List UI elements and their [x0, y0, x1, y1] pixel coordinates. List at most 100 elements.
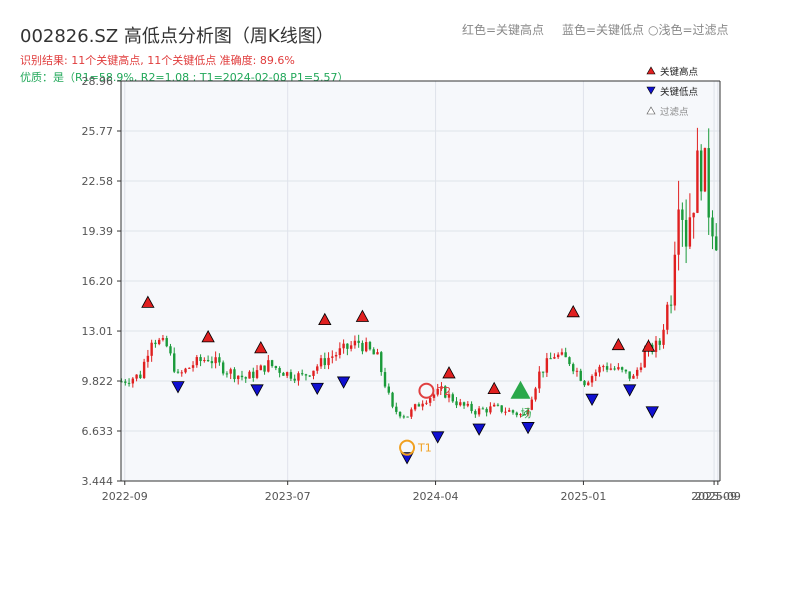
candle-body	[624, 369, 628, 372]
candle-body	[560, 352, 564, 355]
candle-body	[470, 403, 473, 412]
candle-body	[191, 365, 195, 368]
candle-body	[361, 342, 364, 352]
key-low-marker	[472, 423, 486, 436]
legend-red-note: 红色=关键高点	[462, 23, 545, 37]
candle-body	[319, 358, 323, 367]
candle-body	[387, 386, 390, 393]
candle-body	[154, 342, 157, 345]
candle-body	[398, 411, 402, 417]
candle-body	[169, 346, 172, 354]
candle-body	[492, 404, 496, 407]
candle-body	[654, 340, 658, 352]
key-low-marker	[521, 422, 535, 435]
result-summary: 识别结果: 11个关键高点, 11个关键低点 准确度: 89.6%	[20, 54, 295, 67]
y-tick-label: 19.39	[82, 225, 114, 238]
x-tick-label: 2023-07	[265, 490, 311, 503]
candle-body	[617, 367, 620, 370]
candle-body	[304, 374, 308, 376]
key-low-marker	[585, 393, 599, 407]
candle-body	[244, 377, 247, 379]
candle-body	[613, 368, 616, 370]
key-high-marker	[355, 309, 370, 322]
candle-body	[331, 356, 334, 358]
annotation-circle-t1	[399, 439, 416, 456]
candle-body	[605, 366, 609, 370]
candle-body	[508, 410, 511, 412]
candle-body	[176, 371, 180, 373]
candle-body	[233, 369, 236, 380]
candle-body	[161, 338, 165, 340]
candle-body	[406, 416, 409, 418]
candle-body	[338, 348, 342, 355]
candle-body	[658, 340, 661, 345]
candle-body	[530, 399, 534, 410]
candle-body	[402, 416, 406, 418]
candle-body	[669, 304, 673, 306]
candle-body	[534, 388, 537, 400]
candle-body	[447, 394, 451, 398]
legend-low-icon	[646, 86, 656, 95]
candle-body	[504, 411, 507, 413]
candle-body	[489, 406, 492, 413]
candle-body	[711, 217, 714, 237]
key-low-marker	[336, 376, 351, 389]
candle-body	[229, 369, 232, 374]
legend-blue-note: 蓝色=关键低点	[562, 23, 645, 37]
candle-body	[549, 358, 552, 360]
candle-body	[127, 382, 131, 384]
candle-body	[289, 372, 293, 379]
candle-body	[511, 410, 515, 413]
candle-body	[556, 354, 560, 358]
candle-body	[214, 357, 217, 364]
candle-body	[165, 338, 168, 347]
candle-body	[635, 369, 639, 376]
y-tick-label: 3.444	[82, 475, 114, 488]
annotation-label-t2: T2	[436, 385, 451, 398]
candle-body	[643, 350, 646, 368]
key-high-marker	[442, 366, 456, 379]
candle-body	[568, 357, 571, 365]
candle-body	[173, 353, 176, 372]
key-high-marker	[201, 330, 215, 343]
candle-body	[541, 371, 545, 373]
candle-body	[455, 401, 458, 406]
candle-body	[380, 352, 383, 373]
candle-body	[210, 361, 214, 364]
key-high-marker	[254, 341, 268, 354]
candle-body	[628, 371, 631, 379]
candle-body	[240, 375, 244, 378]
candle-body	[131, 378, 135, 384]
x-tick-label: 2024-04	[413, 490, 459, 503]
candle-body	[602, 366, 605, 368]
candle-body	[673, 254, 677, 306]
candle-body	[346, 343, 349, 349]
key-high-marker	[487, 381, 501, 395]
candle-body	[410, 409, 413, 417]
page-title: 002826.SZ 高低点分析图（周K线图）	[20, 26, 334, 47]
candle-body	[519, 414, 522, 416]
candle-body	[139, 374, 142, 379]
candle-body	[157, 339, 161, 345]
candle-body	[270, 360, 274, 367]
candle-body	[632, 375, 635, 379]
candle-body	[500, 405, 503, 412]
candle-body	[684, 219, 688, 247]
candle-body	[357, 340, 360, 343]
candle-body	[135, 374, 138, 379]
candle-body	[221, 362, 225, 374]
candle-body	[285, 372, 289, 376]
key-low-marker	[250, 384, 264, 397]
candle-body	[203, 360, 206, 362]
chart-legend: 关键高点 关键低点 过滤点	[646, 66, 699, 118]
candle-body	[413, 404, 417, 410]
x-tick-label: 2025-01	[560, 490, 606, 503]
candle-body	[259, 365, 263, 371]
candle-body	[421, 403, 424, 407]
candle-body	[323, 358, 326, 366]
candle-body	[180, 372, 183, 374]
candle-body	[692, 212, 695, 218]
key-low-marker	[310, 382, 324, 396]
candle-body	[372, 349, 375, 355]
annotation-label-t1: T1	[417, 442, 432, 455]
